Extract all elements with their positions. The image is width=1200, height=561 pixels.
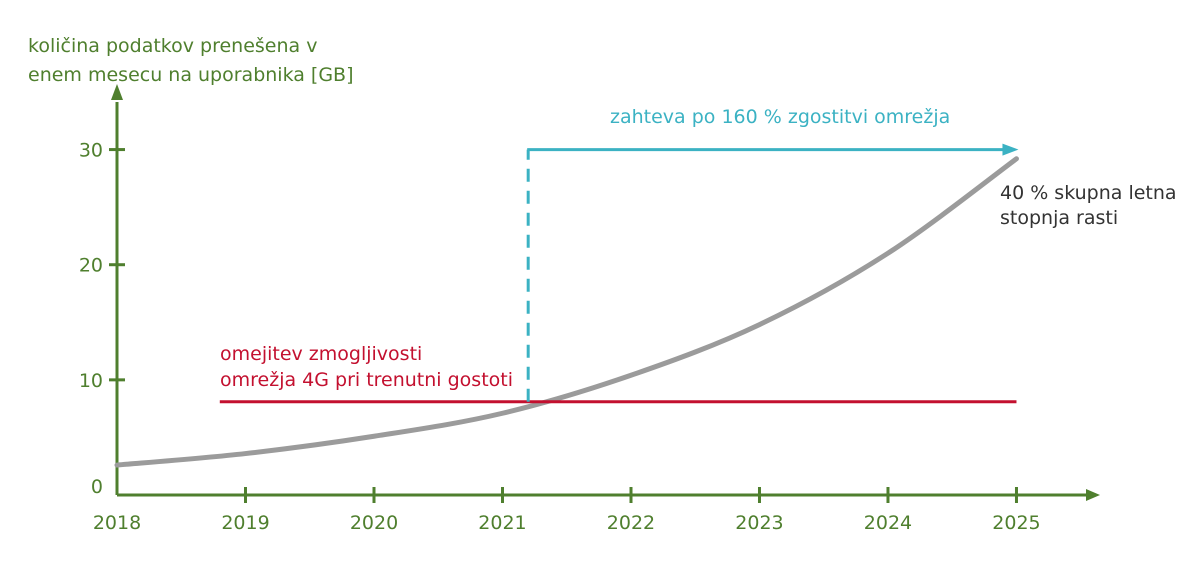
- x-tick-label: 2021: [478, 512, 526, 534]
- x-tick-label: 2025: [992, 512, 1040, 534]
- y-tick-label: 0: [91, 476, 103, 498]
- y-axis-arrowhead: [111, 84, 123, 100]
- limit-annotation-line-2: omrežja 4G pri trenutni gostoti: [220, 369, 513, 391]
- limit-annotation-line-1: omejitev zmogljivosti: [220, 343, 422, 365]
- y-axis-label-line-1: količina podatkov prenešena v: [28, 35, 317, 57]
- y-tick-label: 30: [79, 140, 103, 162]
- y-tick-label: 10: [79, 370, 103, 392]
- x-tick-label: 2023: [735, 512, 783, 534]
- x-tick-label: 2018: [93, 512, 141, 534]
- x-tick-label: 2019: [221, 512, 269, 534]
- x-axis-arrowhead: [1086, 489, 1100, 501]
- growth-annotation-line-1: 40 % skupna letna: [1000, 182, 1177, 204]
- requirement-arrowhead: [1002, 143, 1019, 156]
- x-tick-label: 2024: [864, 512, 912, 534]
- growth-curve: [114, 156, 1019, 468]
- growth-annotation-line-2: stopnja rasti: [1000, 207, 1118, 229]
- x-tick-label: 2020: [350, 512, 398, 534]
- y-tick-label: 20: [79, 255, 103, 277]
- y-axis-label-line-2: enem mesecu na uporabnika [GB]: [28, 64, 354, 86]
- requirement-annotation: zahteva po 160 % zgostitvi omrežja: [610, 106, 950, 128]
- x-tick-label: 2022: [607, 512, 655, 534]
